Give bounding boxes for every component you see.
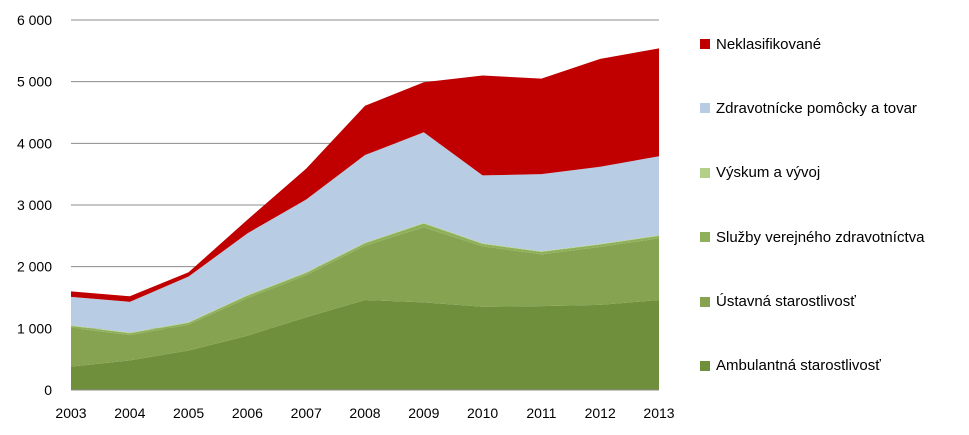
legend-swatch — [700, 296, 710, 307]
x-tick-label: 2007 — [291, 405, 322, 421]
legend-item: Služby verejného zdravotníctva — [700, 225, 924, 249]
y-tick-label: 2 000 — [17, 259, 52, 275]
y-tick-label: 4 000 — [17, 135, 52, 151]
y-tick-label: 3 000 — [17, 197, 52, 213]
y-tick-label: 0 — [44, 382, 52, 398]
x-tick-label: 2008 — [349, 405, 380, 421]
x-tick-label: 2012 — [585, 405, 616, 421]
area-series-1 — [71, 227, 659, 367]
area-series-4 — [71, 132, 659, 333]
x-tick-label: 2009 — [408, 405, 439, 421]
x-tick-label: 2011 — [526, 405, 556, 421]
area-series-5 — [71, 48, 659, 302]
x-tick-label: 2013 — [643, 405, 674, 421]
legend-item: Ústavná starostlivosť — [700, 290, 924, 314]
x-tick-label: 2010 — [467, 405, 498, 421]
legend: Neklasifikované Zdravotnícke pomôcky a to… — [700, 32, 924, 418]
y-tick-label: 1 000 — [17, 320, 52, 336]
x-tick-label: 2004 — [114, 405, 145, 421]
legend-item: Neklasifikované — [700, 32, 924, 56]
legend-label: Výskum a vývoj — [716, 164, 821, 182]
legend-item: Zdravotnícke pomôcky a tovar — [700, 96, 924, 120]
axes: 0 1 000 2 000 3 000 4 000 5 000 6 000 2003 2004 2… — [17, 12, 675, 421]
legend-label: Služby verejného zdravotníctva — [716, 228, 925, 246]
legend-item: Ambulantná starostlivosť — [700, 354, 924, 378]
legend-item: Výskum a vývoj — [700, 161, 924, 185]
legend-swatch — [700, 167, 710, 178]
legend-label: Ústavná starostlivosť — [716, 293, 856, 311]
y-tick-label: 5 000 — [17, 74, 52, 90]
legend-swatch — [700, 360, 710, 371]
plot-areas — [71, 48, 659, 390]
area-series-0 — [71, 299, 659, 390]
y-tick-label: 6 000 — [17, 12, 52, 28]
x-tick-label: 2006 — [232, 405, 263, 421]
legend-swatch — [700, 232, 710, 243]
legend-label: Neklasifikované — [716, 35, 822, 53]
x-tick-label: 2003 — [55, 405, 86, 421]
legend-swatch — [700, 103, 710, 114]
legend-swatch — [700, 39, 710, 49]
legend-label: Ambulantná starostlivosť — [716, 357, 881, 375]
legend-label: Zdravotnícke pomôcky a tovar — [716, 99, 917, 117]
x-tick-label: 2005 — [173, 405, 204, 421]
